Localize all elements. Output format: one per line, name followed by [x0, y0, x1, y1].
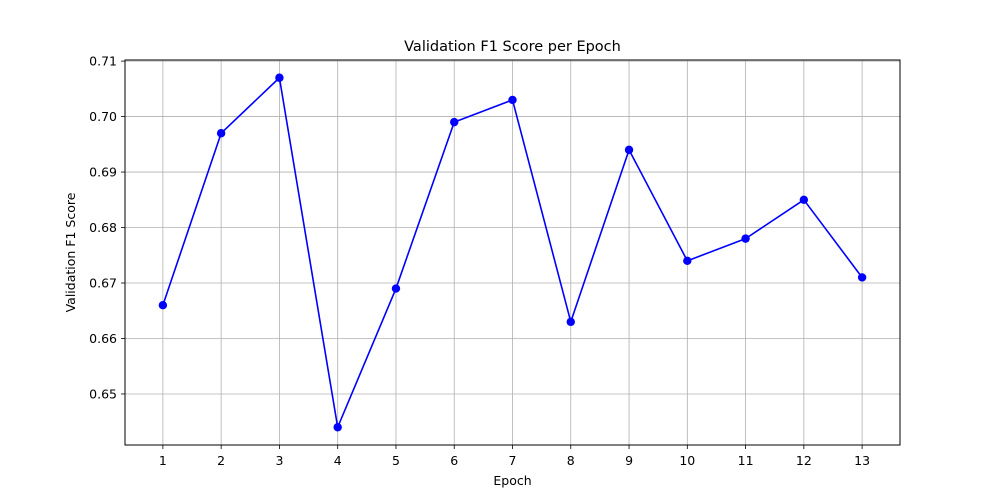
data-point	[275, 73, 284, 82]
grid	[125, 60, 900, 445]
x-tick-label: 4	[334, 453, 342, 468]
x-tick-label: 5	[392, 453, 400, 468]
x-tick-label: 13	[854, 453, 870, 468]
y-tick-label: 0.69	[89, 165, 117, 180]
data-point	[741, 234, 750, 243]
data-point	[158, 301, 168, 310]
x-tick-label: 1	[159, 453, 167, 468]
data-point	[216, 129, 226, 138]
x-tick-label: 9	[625, 453, 633, 468]
data-point	[857, 273, 867, 282]
y-tick-label: 0.71	[89, 54, 117, 69]
x-tick-label: 11	[738, 453, 754, 468]
data-point	[624, 145, 634, 155]
x-tick-label: 6	[450, 453, 458, 468]
x-tick-label: 7	[509, 453, 517, 468]
x-tick-label: 3	[275, 453, 283, 468]
y-tick-label: 0.67	[89, 276, 117, 291]
y-tick-label: 0.65	[89, 386, 117, 401]
chart-title: Validation F1 Score per Epoch	[404, 39, 621, 55]
y-axis-label: Validation F1 Score	[63, 192, 78, 312]
x-tick-label: 2	[217, 453, 225, 468]
y-tick-label: 0.70	[89, 109, 117, 124]
data-point	[508, 95, 517, 105]
x-tick-label: 10	[679, 453, 695, 468]
data-point	[683, 256, 692, 266]
y-tick-label: 0.66	[89, 331, 117, 346]
series	[158, 73, 867, 432]
data-point	[450, 117, 459, 127]
x-tick-label: 8	[567, 453, 575, 468]
plot-frame	[124, 59, 901, 446]
y-axis-ticks: 0.65 0.66 0.67 0.68 0.69 0.70 0.71	[89, 54, 125, 401]
x-tick-label: 12	[796, 453, 812, 468]
data-point	[566, 317, 575, 327]
x-axis-label: Epoch	[493, 473, 531, 488]
x-axis-ticks: 1 2 3 4 5 6 7 8 9 10 11 12 13	[159, 445, 870, 468]
data-point	[799, 195, 809, 204]
y-tick-label: 0.68	[89, 220, 117, 235]
data-point	[333, 423, 342, 432]
data-point	[391, 284, 401, 293]
